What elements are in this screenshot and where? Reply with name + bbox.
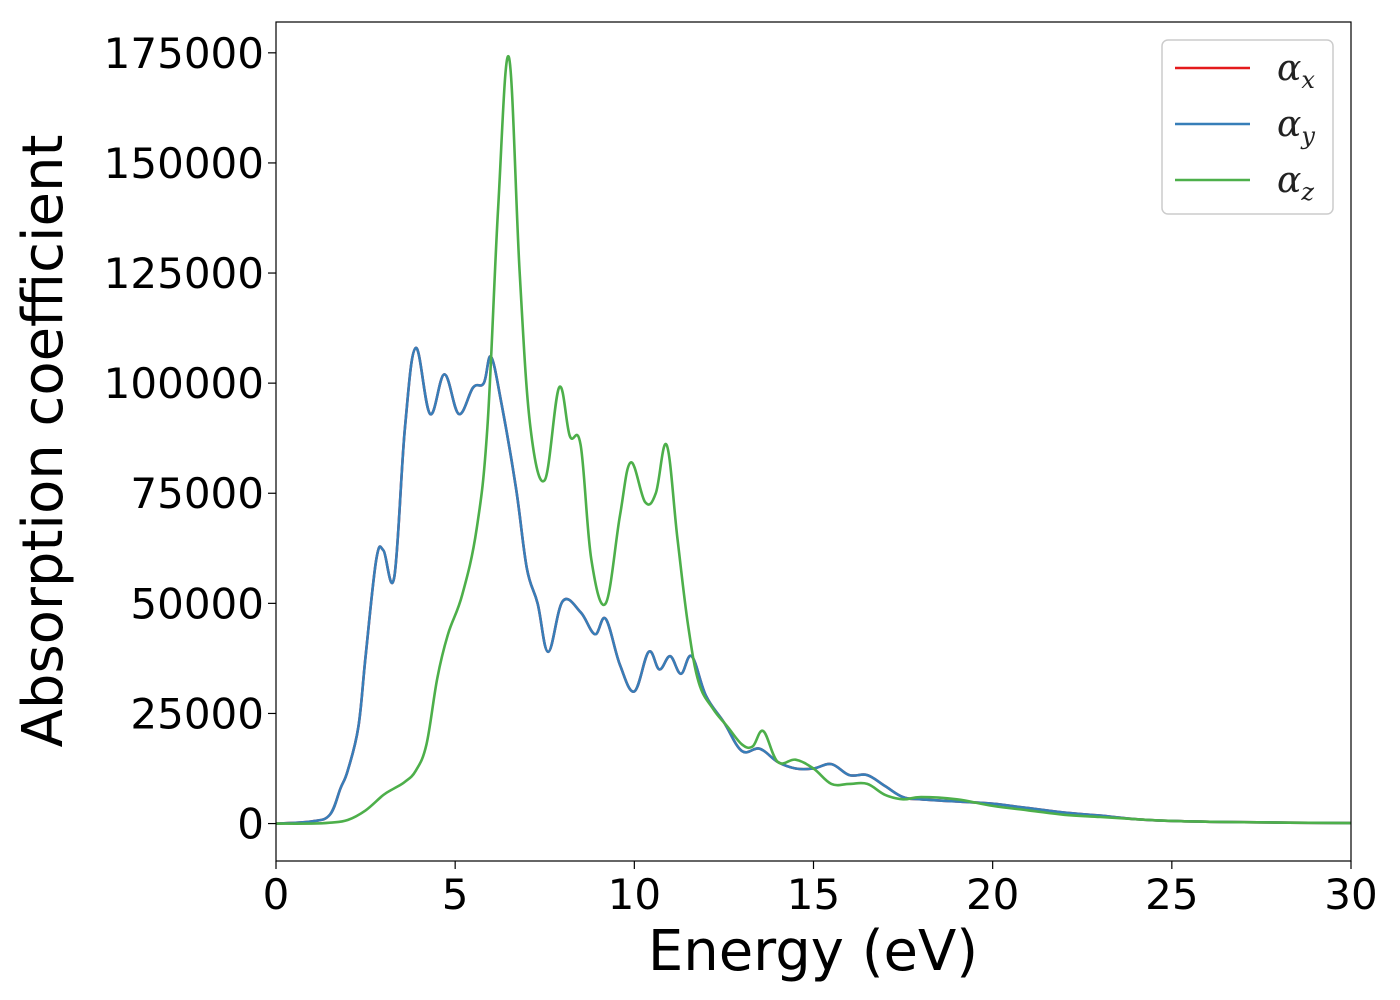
x-tick-label: 0 bbox=[263, 870, 290, 919]
y-tick-label: 175000 bbox=[104, 29, 264, 78]
y-axis-ticks: 0 25000 50000 75000 100000 125000 150000 175000 bbox=[104, 29, 276, 849]
series-line-y bbox=[276, 346, 1351, 825]
x-tick-label: 25 bbox=[1145, 870, 1198, 919]
series-line-x bbox=[276, 346, 1351, 825]
x-axis-ticks: 0 5 10 15 20 25 30 bbox=[263, 861, 1378, 919]
x-tick-label: 5 bbox=[442, 870, 469, 919]
y-tick-label: 100000 bbox=[104, 359, 264, 408]
y-axis-title: Absorption coefficient bbox=[11, 135, 76, 748]
x-tick-label: 10 bbox=[608, 870, 661, 919]
y-tick-label: 25000 bbox=[130, 689, 264, 738]
y-tick-label: 75000 bbox=[130, 469, 264, 518]
x-tick-label: 30 bbox=[1324, 870, 1377, 919]
series-layer bbox=[276, 54, 1351, 825]
y-tick-label: 125000 bbox=[104, 249, 264, 298]
y-tick-label: 0 bbox=[237, 800, 264, 849]
x-tick-label: 15 bbox=[787, 870, 840, 919]
x-tick-label: 20 bbox=[966, 870, 1019, 919]
legend-frame bbox=[1161, 39, 1334, 215]
y-tick-label: 50000 bbox=[130, 579, 264, 628]
y-tick-label: 150000 bbox=[104, 139, 264, 188]
x-axis-title: Energy (eV) bbox=[648, 919, 978, 984]
series-line-z bbox=[276, 54, 1351, 825]
